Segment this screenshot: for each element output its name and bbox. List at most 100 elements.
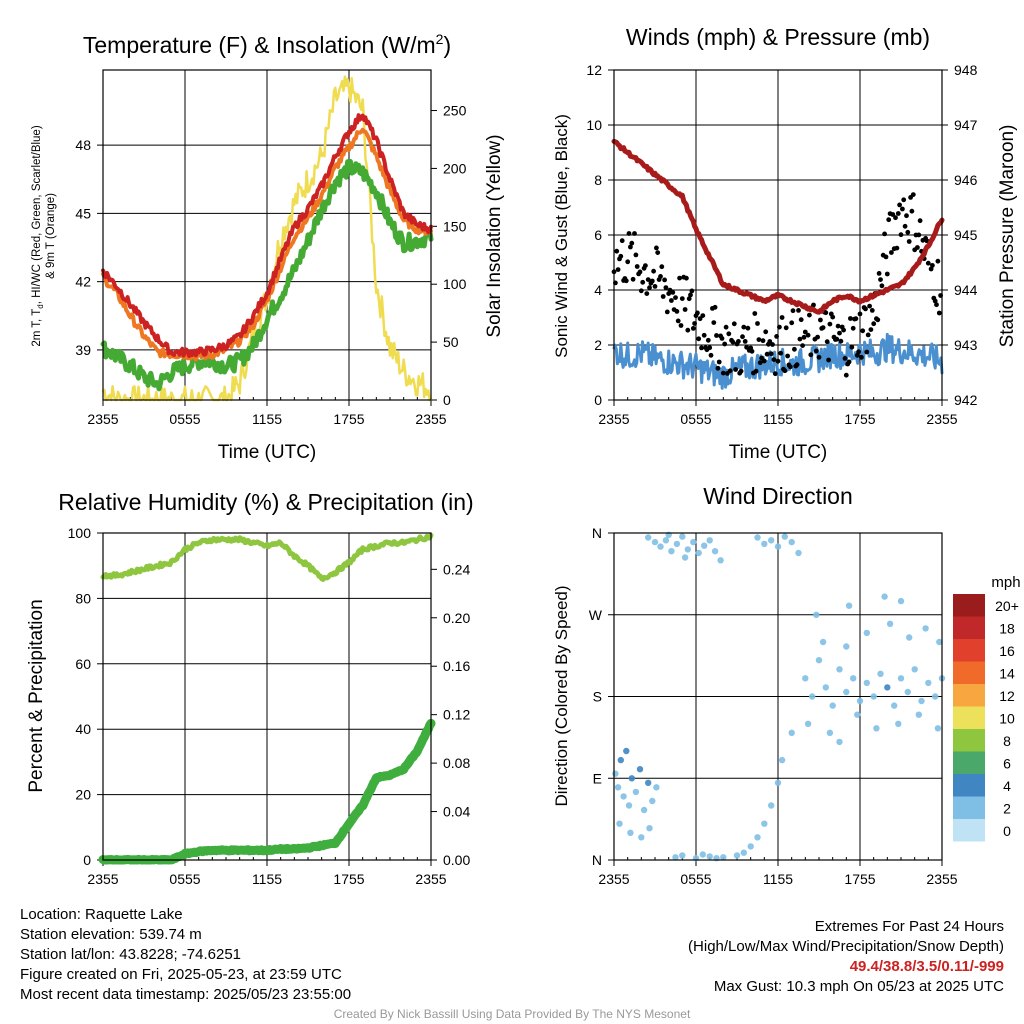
- gust-point: [768, 351, 774, 357]
- gust-point: [835, 323, 841, 329]
- direction-point: [720, 854, 727, 861]
- gust-point: [906, 239, 912, 244]
- direction-point: [850, 675, 857, 682]
- gust-point: [741, 324, 747, 330]
- gust-point: [853, 316, 859, 322]
- gust-point: [625, 259, 631, 265]
- direction-point: [623, 747, 630, 755]
- direction-point: [802, 675, 809, 682]
- gust-point: [824, 339, 830, 345]
- gust-point: [930, 263, 935, 268]
- gust-point: [796, 308, 801, 313]
- gust-point: [652, 284, 658, 289]
- direction-point: [774, 543, 782, 550]
- dir-ytick: W: [589, 607, 603, 623]
- gust-point: [745, 325, 751, 331]
- temp-xtick: 1755: [333, 411, 364, 427]
- gust-point: [678, 323, 684, 328]
- rh-ytick: 40: [75, 721, 91, 737]
- gust-point: [707, 345, 713, 351]
- precip-y2tick: 0.12: [443, 707, 470, 723]
- insol-y2tick: 250: [443, 103, 467, 119]
- direction-point: [717, 557, 724, 564]
- gust-point: [789, 320, 795, 326]
- gust-point: [834, 336, 840, 342]
- extremes-title: Extremes For Past 24 Hours: [814, 918, 1004, 935]
- gust-point: [633, 252, 639, 258]
- gust-point: [674, 309, 680, 314]
- direction-point: [625, 802, 633, 809]
- gust-point: [802, 329, 808, 335]
- rh-ytick: 20: [75, 787, 91, 803]
- pressure-y2tick: 943: [954, 337, 978, 353]
- gust-point: [700, 313, 706, 318]
- direction-point: [636, 766, 644, 773]
- colorbar-label: 10: [999, 711, 1015, 727]
- gust-point: [763, 329, 769, 335]
- max-gust: Max Gust: 10.3 mph On 05/23 at 2025 UTC: [713, 978, 1004, 995]
- gust-point: [738, 368, 744, 374]
- direction-point: [695, 549, 702, 557]
- gust-point: [654, 245, 659, 251]
- direction-point: [781, 533, 788, 540]
- precip-y2tick: 0.16: [443, 658, 470, 674]
- gust-point: [805, 332, 811, 338]
- gust-point: [630, 276, 636, 282]
- precip-y2tick: 0.20: [443, 610, 470, 626]
- gust-point: [712, 304, 718, 310]
- direction-point: [815, 657, 823, 664]
- temp-ytick: 48: [75, 137, 91, 153]
- rh-line: [100, 532, 434, 582]
- direction-point: [754, 534, 761, 541]
- direction-point: [768, 802, 775, 809]
- direction-point: [754, 834, 761, 841]
- direction-point: [638, 834, 645, 841]
- gust-point: [871, 321, 877, 327]
- gust-point: [714, 333, 719, 338]
- direction-point: [836, 738, 843, 746]
- direction-point: [706, 853, 713, 860]
- gust-point: [761, 358, 767, 364]
- direction-point: [761, 820, 768, 827]
- gust-point: [749, 348, 755, 354]
- gust-point: [827, 321, 833, 327]
- gust-point: [775, 358, 781, 364]
- panel-winds-title: Winds (mph) & Pressure (mb): [626, 24, 930, 50]
- gust-point: [643, 263, 648, 268]
- pressure-y2tick: 945: [954, 227, 978, 243]
- colorbar-swatch: [953, 751, 985, 774]
- gust-point: [857, 311, 863, 317]
- gust-point: [774, 334, 779, 339]
- direction-point: [632, 788, 640, 796]
- gust-point: [811, 302, 816, 308]
- gust-point: [879, 283, 885, 289]
- direction-point: [836, 666, 843, 673]
- temp-border: [102, 69, 432, 401]
- colorbar-swatch: [953, 796, 985, 819]
- gust-point: [679, 296, 685, 301]
- gust-point: [934, 302, 939, 308]
- gust-point: [883, 254, 889, 260]
- gust-point: [640, 279, 646, 285]
- dir-xtick: 1155: [763, 871, 793, 887]
- direction-point: [904, 688, 911, 696]
- colorbar-swatch: [953, 616, 985, 639]
- gust-point: [794, 362, 800, 368]
- direction-point: [822, 684, 829, 691]
- direction-point: [884, 684, 891, 691]
- gust-point: [884, 271, 890, 277]
- colorbar-swatch: [953, 706, 985, 729]
- wind-xtick: 0555: [680, 411, 711, 427]
- temp-ytick: 39: [75, 342, 91, 358]
- gust-point: [673, 295, 678, 300]
- gust-point: [619, 238, 625, 244]
- credit-line: Created By Nick Bassill Using Data Provi…: [333, 1007, 691, 1021]
- gust-point: [688, 292, 693, 298]
- gust-point: [797, 336, 803, 342]
- gust-point: [660, 294, 666, 299]
- direction-point: [668, 548, 675, 555]
- gust-point: [867, 303, 872, 309]
- gust-point: [826, 357, 831, 363]
- panel-temperature-ylabel: 2m T, Td, HI/WC (Red, Green, Scarlet/Blu…: [31, 125, 45, 346]
- direction-point: [640, 806, 648, 814]
